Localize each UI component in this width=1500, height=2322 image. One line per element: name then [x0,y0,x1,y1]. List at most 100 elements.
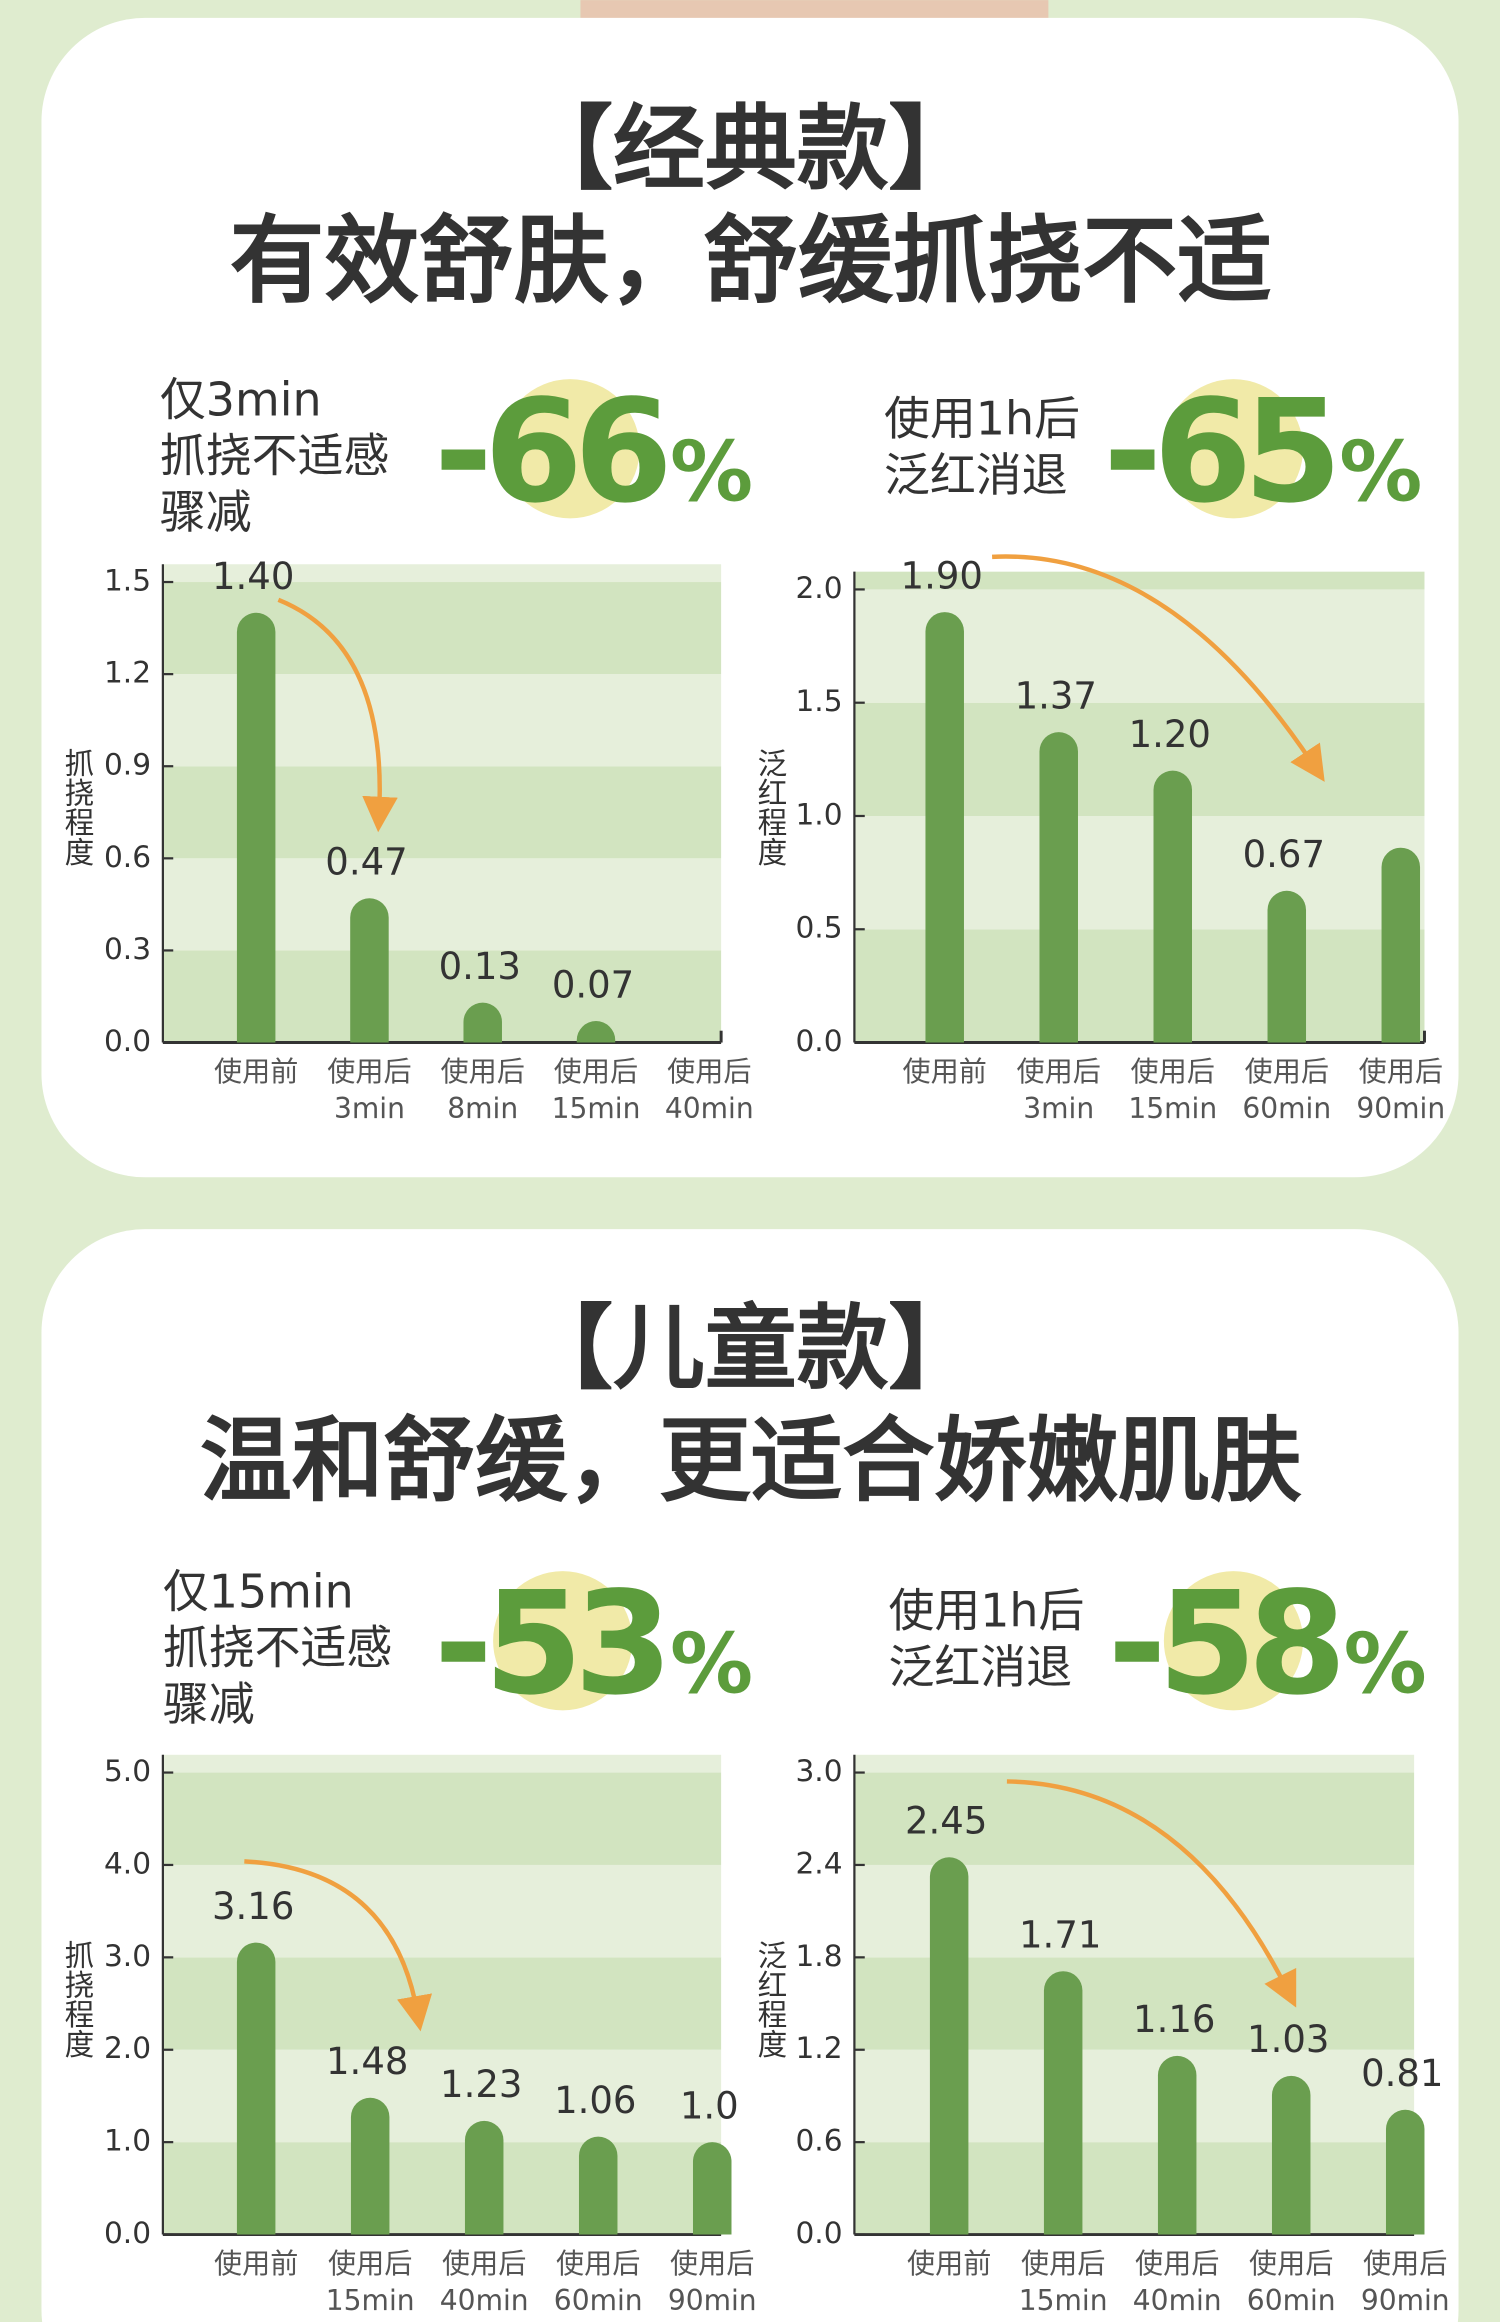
highlight-circle [500,379,640,519]
plot-band [854,571,1425,590]
x-tick-label: 使用后 3min [1017,1055,1101,1125]
x-tick-label-line: 使用后 [554,1055,638,1088]
x-tick-label-line: 使用后 [442,2247,526,2280]
value-label: 0.81 [1361,2052,1443,2095]
callout-line: 使用1h后 [888,1584,1084,1638]
section-headline: 有效舒肤，舒缓抓挠不适 [230,206,1272,316]
x-tick-label-line: 15min [1128,1092,1217,1125]
y-tick-label: 2.4 [795,1846,842,1880]
callout-line: 抓挠不适感 [160,429,389,483]
callout-figure: -65% [1103,369,1420,535]
value-label: 1.03 [1247,2018,1329,2061]
callout-figure: -53% [434,1561,751,1727]
x-tick-label-line: 40min [665,1092,754,1125]
y-axis-label: 抓挠程度 [60,1940,94,2059]
trend-arrow [244,1859,433,2032]
callout-unit: % [1344,1616,1425,1713]
x-tick-label: 使用后 90min [1361,2247,1450,2317]
x-tick-label: 使用后 15min [326,2247,415,2317]
x-tick-label: 使用后 15min [1019,2247,1108,2317]
y-tick-label: 0.0 [104,1024,151,1058]
x-tick-label-line: 使用前 [214,2247,298,2280]
value-label: 1.06 [554,2079,636,2122]
callout-line: 泛红消退 [888,1640,1072,1694]
x-tick-label: 使用后 15min [552,1055,641,1125]
product-edge [580,0,1049,21]
callout-figure-number: -58 [1108,1561,1339,1727]
callout-figure-number: -66 [434,369,666,535]
value-label: 1.71 [1019,1914,1101,1957]
x-tick-label-line: 使用前 [214,1055,298,1088]
bar [578,2136,618,2235]
bar [350,2097,390,2235]
callout-line: 使用1h后 [884,392,1080,446]
y-tick-label: 3.0 [104,1939,151,1973]
x-tick-label-line: 使用后 [328,2247,412,2280]
y-tick-label: 5.0 [104,1754,151,1788]
bar [1271,2075,1311,2235]
callout-line: 仅3min [160,372,322,426]
highlight-circle [1163,1571,1304,1711]
x-tick-label: 使用前 [214,1055,298,1088]
x-tick-label: 使用后 60min [554,2247,643,2317]
x-tick-label-line: 8min [447,1092,518,1125]
bar [1385,2109,1425,2235]
arrows [244,554,1325,2032]
bar [1157,2055,1197,2235]
bar [1381,847,1421,1043]
x-tick-label-line: 使用后 [1359,1055,1443,1088]
value-label: 2.45 [905,1800,987,1843]
x-tick-label-line: 使用前 [907,2247,991,2280]
callout-line: 骤减 [163,1677,255,1731]
highlight-circle [493,1571,633,1711]
y-tick-label: 1.5 [795,684,842,718]
x-tick-label-line: 40min [440,2284,529,2317]
bar [236,612,276,1043]
x-tick-label-line: 使用后 [327,1055,411,1088]
value-label: 1.20 [1129,713,1211,756]
bar [1153,770,1193,1043]
value-label: 1.37 [1015,674,1097,717]
y-axis-label: 泛红程度 [753,748,787,867]
trend-arrow [1006,1779,1297,2008]
value-label: 3.16 [212,1885,294,1928]
x-tick-label: 使用前 [903,1055,987,1088]
bar [1267,890,1307,1043]
x-tick-label-line: 使用后 [1245,1055,1329,1088]
plot-band [854,1772,1415,1865]
y-tick-label: 1.0 [795,797,842,831]
y-tick-label: 2.0 [104,2031,151,2065]
x-tick-label-line: 15min [1019,2284,1108,2317]
x-tick-label-line: 使用后 [1363,2247,1447,2280]
x-tick-label-line: 60min [1247,2284,1336,2317]
y-axis-label: 泛红程度 [753,1940,787,2059]
value-label: 0.13 [439,945,521,988]
callout-figure: -58% [1108,1561,1425,1727]
x-tick-label-line: 15min [326,2284,415,2317]
bar [463,1002,502,1043]
y-tick-label: 4.0 [104,1846,151,1880]
x-tick-label-line: 使用后 [1131,1055,1215,1088]
x-tick-label-line: 90min [1356,1092,1445,1125]
x-tick-label-line: 15min [552,1092,641,1125]
trend-arrow [991,554,1325,782]
x-tick-label-line: 3min [334,1092,405,1125]
y-tick-label: 0.3 [104,932,151,966]
x-tick-label-line: 使用后 [1249,2247,1333,2280]
x-tick-label-line: 使用后 [670,2247,754,2280]
y-tick-label: 0.6 [795,2124,842,2158]
y-tick-label: 0.5 [795,911,842,945]
value-label: 1.40 [212,555,294,598]
bar [1043,1971,1083,2235]
callout-unit: % [670,1616,751,1713]
y-tick-label: 1.8 [795,1939,842,1973]
y-tick-label: 1.5 [104,564,151,598]
x-tick-label: 使用后 60min [1242,1055,1331,1125]
highlight-circle [1163,379,1304,519]
x-tick-label: 使用后 40min [1133,2247,1222,2317]
bar [1039,732,1078,1043]
callout-unit: % [1339,424,1420,521]
x-tick-label-line: 使用后 [556,2247,640,2280]
